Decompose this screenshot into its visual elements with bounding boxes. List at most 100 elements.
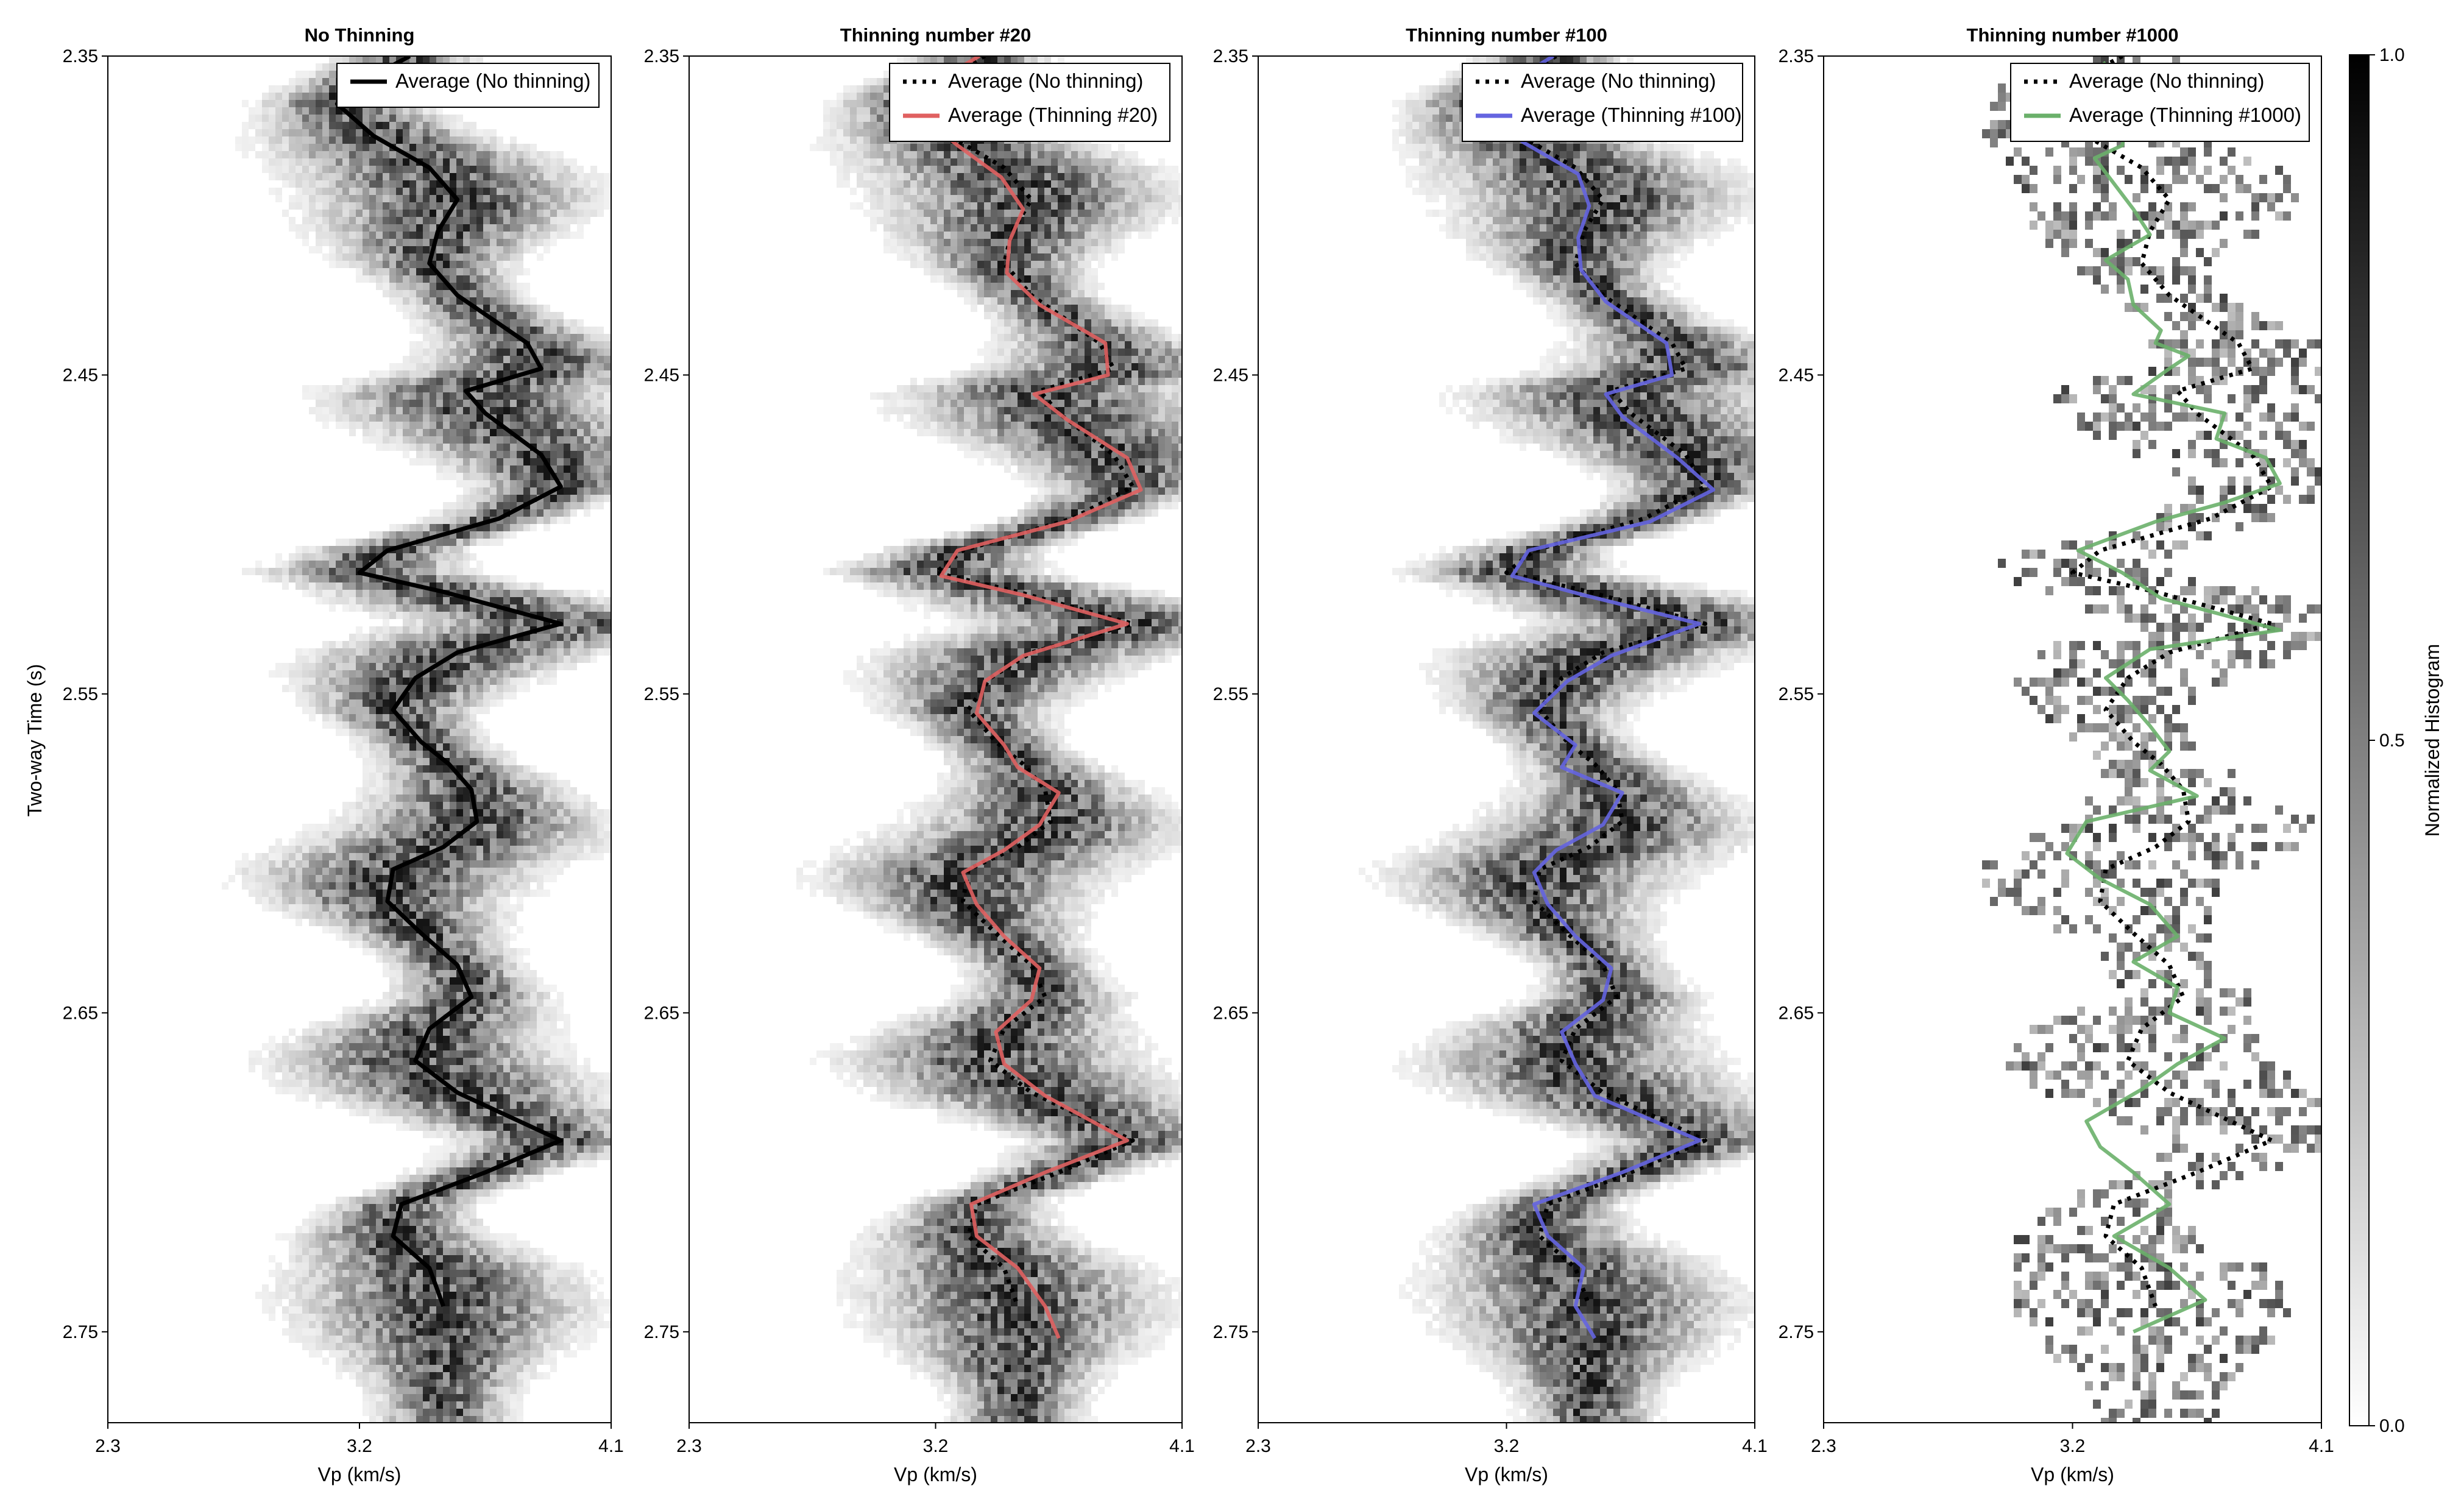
histogram-cell: [557, 626, 564, 634]
histogram-cell: [450, 568, 456, 575]
histogram-cell: [376, 729, 383, 736]
histogram-cell: [490, 597, 497, 604]
histogram-cell: [450, 582, 456, 590]
histogram-cell: [349, 919, 356, 926]
histogram-cell: [369, 590, 376, 597]
histogram-cell: [396, 941, 403, 948]
histogram-cell: [510, 860, 517, 868]
histogram-cell: [550, 451, 557, 458]
histogram-cell: [302, 582, 309, 590]
histogram-cell: [590, 363, 597, 370]
histogram-cell: [577, 458, 584, 465]
histogram-cell: [409, 787, 416, 795]
histogram-cell: [436, 1050, 443, 1058]
histogram-cell: [363, 232, 369, 239]
histogram-cell: [450, 246, 456, 253]
histogram-cell: [302, 129, 309, 136]
histogram-cell: [503, 860, 510, 868]
histogram-cell: [497, 824, 503, 831]
histogram-cell: [523, 685, 530, 692]
histogram-cell: [416, 312, 423, 319]
histogram-cell: [463, 1050, 470, 1058]
histogram-cell: [363, 1080, 369, 1087]
histogram-cell: [597, 327, 604, 334]
histogram-cell: [463, 422, 470, 429]
histogram-cell: [476, 451, 483, 458]
histogram-cell: [577, 1065, 584, 1072]
histogram-cell: [450, 283, 456, 290]
histogram-cell: [342, 561, 349, 568]
histogram-cell: [430, 955, 436, 963]
histogram-cell: [316, 400, 322, 407]
histogram-cell: [523, 773, 530, 780]
histogram-cell: [604, 180, 611, 188]
histogram-cell: [443, 992, 450, 999]
histogram-cell: [322, 166, 329, 173]
histogram-cell: [517, 955, 523, 963]
histogram-cell: [329, 144, 336, 151]
histogram-cell: [564, 341, 570, 349]
histogram-cell: [550, 363, 557, 370]
histogram-cell: [476, 729, 483, 736]
histogram-cell: [409, 268, 416, 275]
histogram-cell: [302, 707, 309, 714]
histogram-cell: [483, 370, 490, 378]
histogram-cell: [255, 1058, 262, 1065]
histogram-cell: [396, 253, 403, 261]
histogram-cell: [316, 392, 322, 400]
histogram-cell: [430, 824, 436, 831]
histogram-cell: [342, 1087, 349, 1094]
histogram-cell: [262, 890, 269, 897]
histogram-cell: [363, 392, 369, 400]
histogram-cell: [490, 765, 497, 773]
histogram-cell: [423, 217, 430, 224]
histogram-cell: [336, 919, 342, 926]
histogram-cell: [584, 853, 590, 860]
histogram-cell: [363, 1007, 369, 1014]
histogram-cell: [597, 414, 604, 422]
histogram-cell: [463, 699, 470, 707]
histogram-cell: [302, 115, 309, 122]
histogram-cell: [336, 246, 342, 253]
histogram-cell: [356, 422, 363, 429]
histogram-cell: [349, 217, 356, 224]
histogram-cell: [470, 407, 476, 414]
histogram-cell: [249, 875, 255, 882]
histogram-cell: [463, 678, 470, 685]
histogram-cell: [369, 268, 376, 275]
histogram-cell: [537, 816, 543, 824]
histogram-cell: [590, 641, 597, 648]
histogram-cell: [430, 392, 436, 400]
histogram-cell: [584, 495, 590, 502]
histogram-cell: [436, 897, 443, 904]
histogram-cell: [543, 202, 550, 210]
histogram-cell: [269, 1080, 275, 1087]
histogram-cell: [403, 224, 409, 232]
histogram-cell: [577, 495, 584, 502]
histogram-cell: [403, 758, 409, 765]
histogram-cell: [369, 780, 376, 787]
histogram-cell: [463, 868, 470, 875]
histogram-cell: [363, 275, 369, 283]
histogram-cell: [503, 1065, 510, 1072]
histogram-cell: [396, 385, 403, 392]
histogram-cell: [443, 502, 450, 509]
histogram-cell: [456, 890, 463, 897]
histogram-cell: [510, 202, 517, 210]
histogram-cell: [557, 465, 564, 473]
histogram-cell: [483, 831, 490, 838]
histogram-cell: [349, 860, 356, 868]
histogram-cell: [510, 210, 517, 217]
histogram-cell: [389, 838, 396, 846]
histogram-cell: [336, 656, 342, 663]
histogram-cell: [369, 1050, 376, 1058]
histogram-cell: [450, 356, 456, 363]
histogram-cell: [517, 648, 523, 656]
histogram-cell: [530, 327, 537, 334]
histogram-cell: [450, 319, 456, 327]
histogram-cell: [523, 517, 530, 524]
histogram-cell: [543, 590, 550, 597]
histogram-cell: [342, 115, 349, 122]
histogram-cell: [296, 831, 302, 838]
histogram-cell: [376, 612, 383, 619]
